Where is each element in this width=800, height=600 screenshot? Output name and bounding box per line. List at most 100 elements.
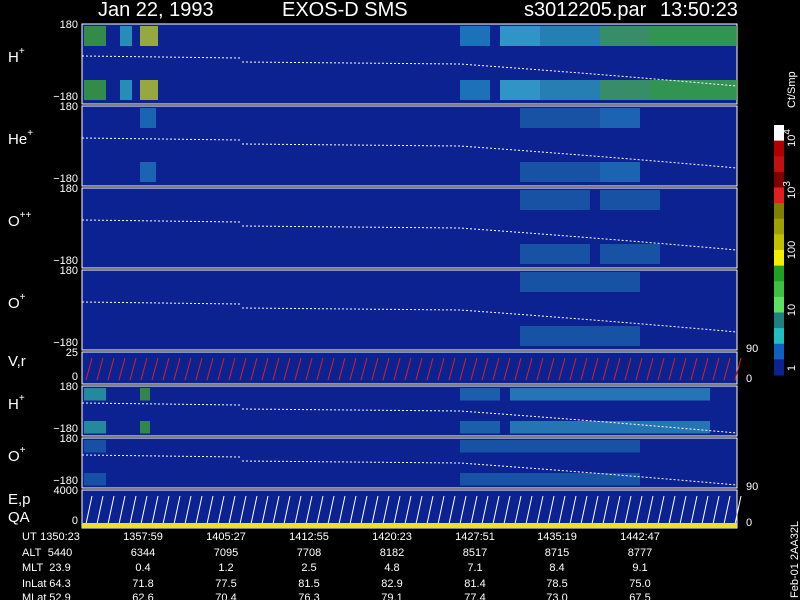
panel-label-text: O [8, 448, 20, 465]
flux-patch [520, 108, 600, 128]
flux-patch [540, 26, 600, 46]
header-date: Jan 22, 1993 [98, 0, 214, 21]
table-cell: 1412:55 [289, 531, 329, 543]
table-cell: 76.3 [298, 592, 319, 600]
flux-patch [500, 26, 540, 46]
colorbar-band [774, 343, 784, 360]
table-cell: 8517 [463, 547, 487, 559]
flux-patch [540, 80, 600, 100]
flux-patch [140, 388, 150, 401]
table-cell: 1427:51 [455, 531, 495, 543]
y-tick-label: 180 [60, 19, 78, 31]
pitch-trace [81, 137, 738, 169]
flux-patch [650, 26, 737, 46]
flux-patch [520, 326, 600, 346]
panel-label: O++ [8, 210, 32, 230]
table-cell: 73.0 [546, 592, 567, 600]
y-tick-label: 180 [60, 265, 78, 277]
y-tick-label: 0 [72, 371, 78, 383]
table-cell: 1405:27 [206, 531, 246, 543]
y-tick-label: 180 [60, 183, 78, 195]
flux-patch [500, 80, 540, 100]
table-cell: 81.4 [464, 578, 485, 590]
row-label: ALT [22, 547, 42, 559]
flux-patch [460, 388, 500, 401]
flux-patch [120, 80, 132, 100]
colorbar-band [774, 125, 784, 142]
table-cell: 8182 [380, 547, 404, 559]
colorbar-band [774, 171, 784, 188]
flux-patch [140, 80, 158, 100]
flux-patch [520, 244, 590, 264]
flux-patch [120, 26, 132, 46]
colorbar-band [774, 156, 784, 173]
flux-patch [460, 473, 640, 486]
panel-label: E,p [8, 491, 31, 508]
y2-tick-label: 0 [746, 517, 752, 529]
y-tick-label: −180 [53, 255, 78, 267]
table-cell: 77.5 [215, 578, 236, 590]
panel-label-text: H [8, 49, 19, 66]
table-cell: 70.4 [215, 592, 236, 600]
table-cell: 9.1 [632, 562, 647, 574]
flux-patch [600, 108, 640, 128]
flux-patch [510, 421, 710, 434]
flux-patch [600, 272, 640, 292]
colorbar-tick-label: 103 [782, 181, 798, 199]
flux-patch [140, 162, 156, 182]
pitch-trace [81, 402, 738, 434]
colorbar-tick-base: 10 [786, 187, 798, 199]
panel-label-sup: ++ [20, 210, 32, 221]
table-cell: 1.2 [218, 562, 233, 574]
table-cell: 79.1 [381, 592, 402, 600]
table-cell: 8.4 [549, 562, 564, 574]
y-tick-label: −180 [53, 423, 78, 435]
table-cell: 77.4 [464, 592, 485, 600]
panel-label: H+ [8, 393, 25, 413]
colorbar-tick-base: 10 [786, 304, 798, 316]
panel-label-sup: + [19, 393, 25, 404]
flux-patch [460, 440, 640, 453]
panel-label: O+ [8, 292, 26, 312]
table-cell: 23.9 [49, 562, 70, 574]
colorbar-band [774, 218, 784, 235]
colorbar-band [774, 250, 784, 267]
colorbar-tick-base: 100 [786, 241, 798, 259]
header-file: s3012205.par [524, 0, 647, 21]
orbit-table: UT 1350:23 1357:59 1405:27 1412:55 1420:23 142… [22, 531, 660, 600]
panel-label-text: E,p [8, 491, 31, 508]
flux-patch [140, 108, 156, 128]
table-cell: 1357:59 [123, 531, 163, 543]
flux-patch [84, 473, 106, 486]
table-cell: 81.5 [298, 578, 319, 590]
flux-patch [84, 440, 106, 453]
table-cell: 82.9 [381, 578, 402, 590]
flux-patch [460, 80, 490, 100]
footer-note: Feb-01 2AA32L [789, 521, 800, 598]
flux-patch [520, 162, 600, 182]
flux-patch [520, 190, 590, 210]
y-tick-label: 4000 [54, 485, 78, 497]
table-cell: 4.8 [384, 562, 399, 574]
table-cell: 52.9 [49, 592, 70, 600]
qa-bar [82, 523, 737, 528]
y2-tick-label: 90 [746, 481, 758, 493]
colorbar-band [774, 328, 784, 345]
colorbar-tick-label: 100 [786, 241, 798, 259]
panel-label: H+ [8, 46, 25, 66]
table-cell: 1350:23 [40, 531, 80, 543]
colorbar-band [774, 234, 784, 251]
pitch-trace [81, 454, 738, 486]
y-tick-label: 180 [60, 101, 78, 113]
table-cell: 7.1 [467, 562, 482, 574]
table-cell: 8715 [545, 547, 569, 559]
panel-label-sup: + [20, 445, 26, 456]
table-cell: 0.4 [135, 562, 150, 574]
flux-patch [650, 80, 737, 100]
colorbar-tick-base: 10 [786, 135, 798, 147]
row-label: InLat [22, 578, 46, 590]
flux-patch [84, 80, 106, 100]
colorbar-band [774, 203, 784, 220]
